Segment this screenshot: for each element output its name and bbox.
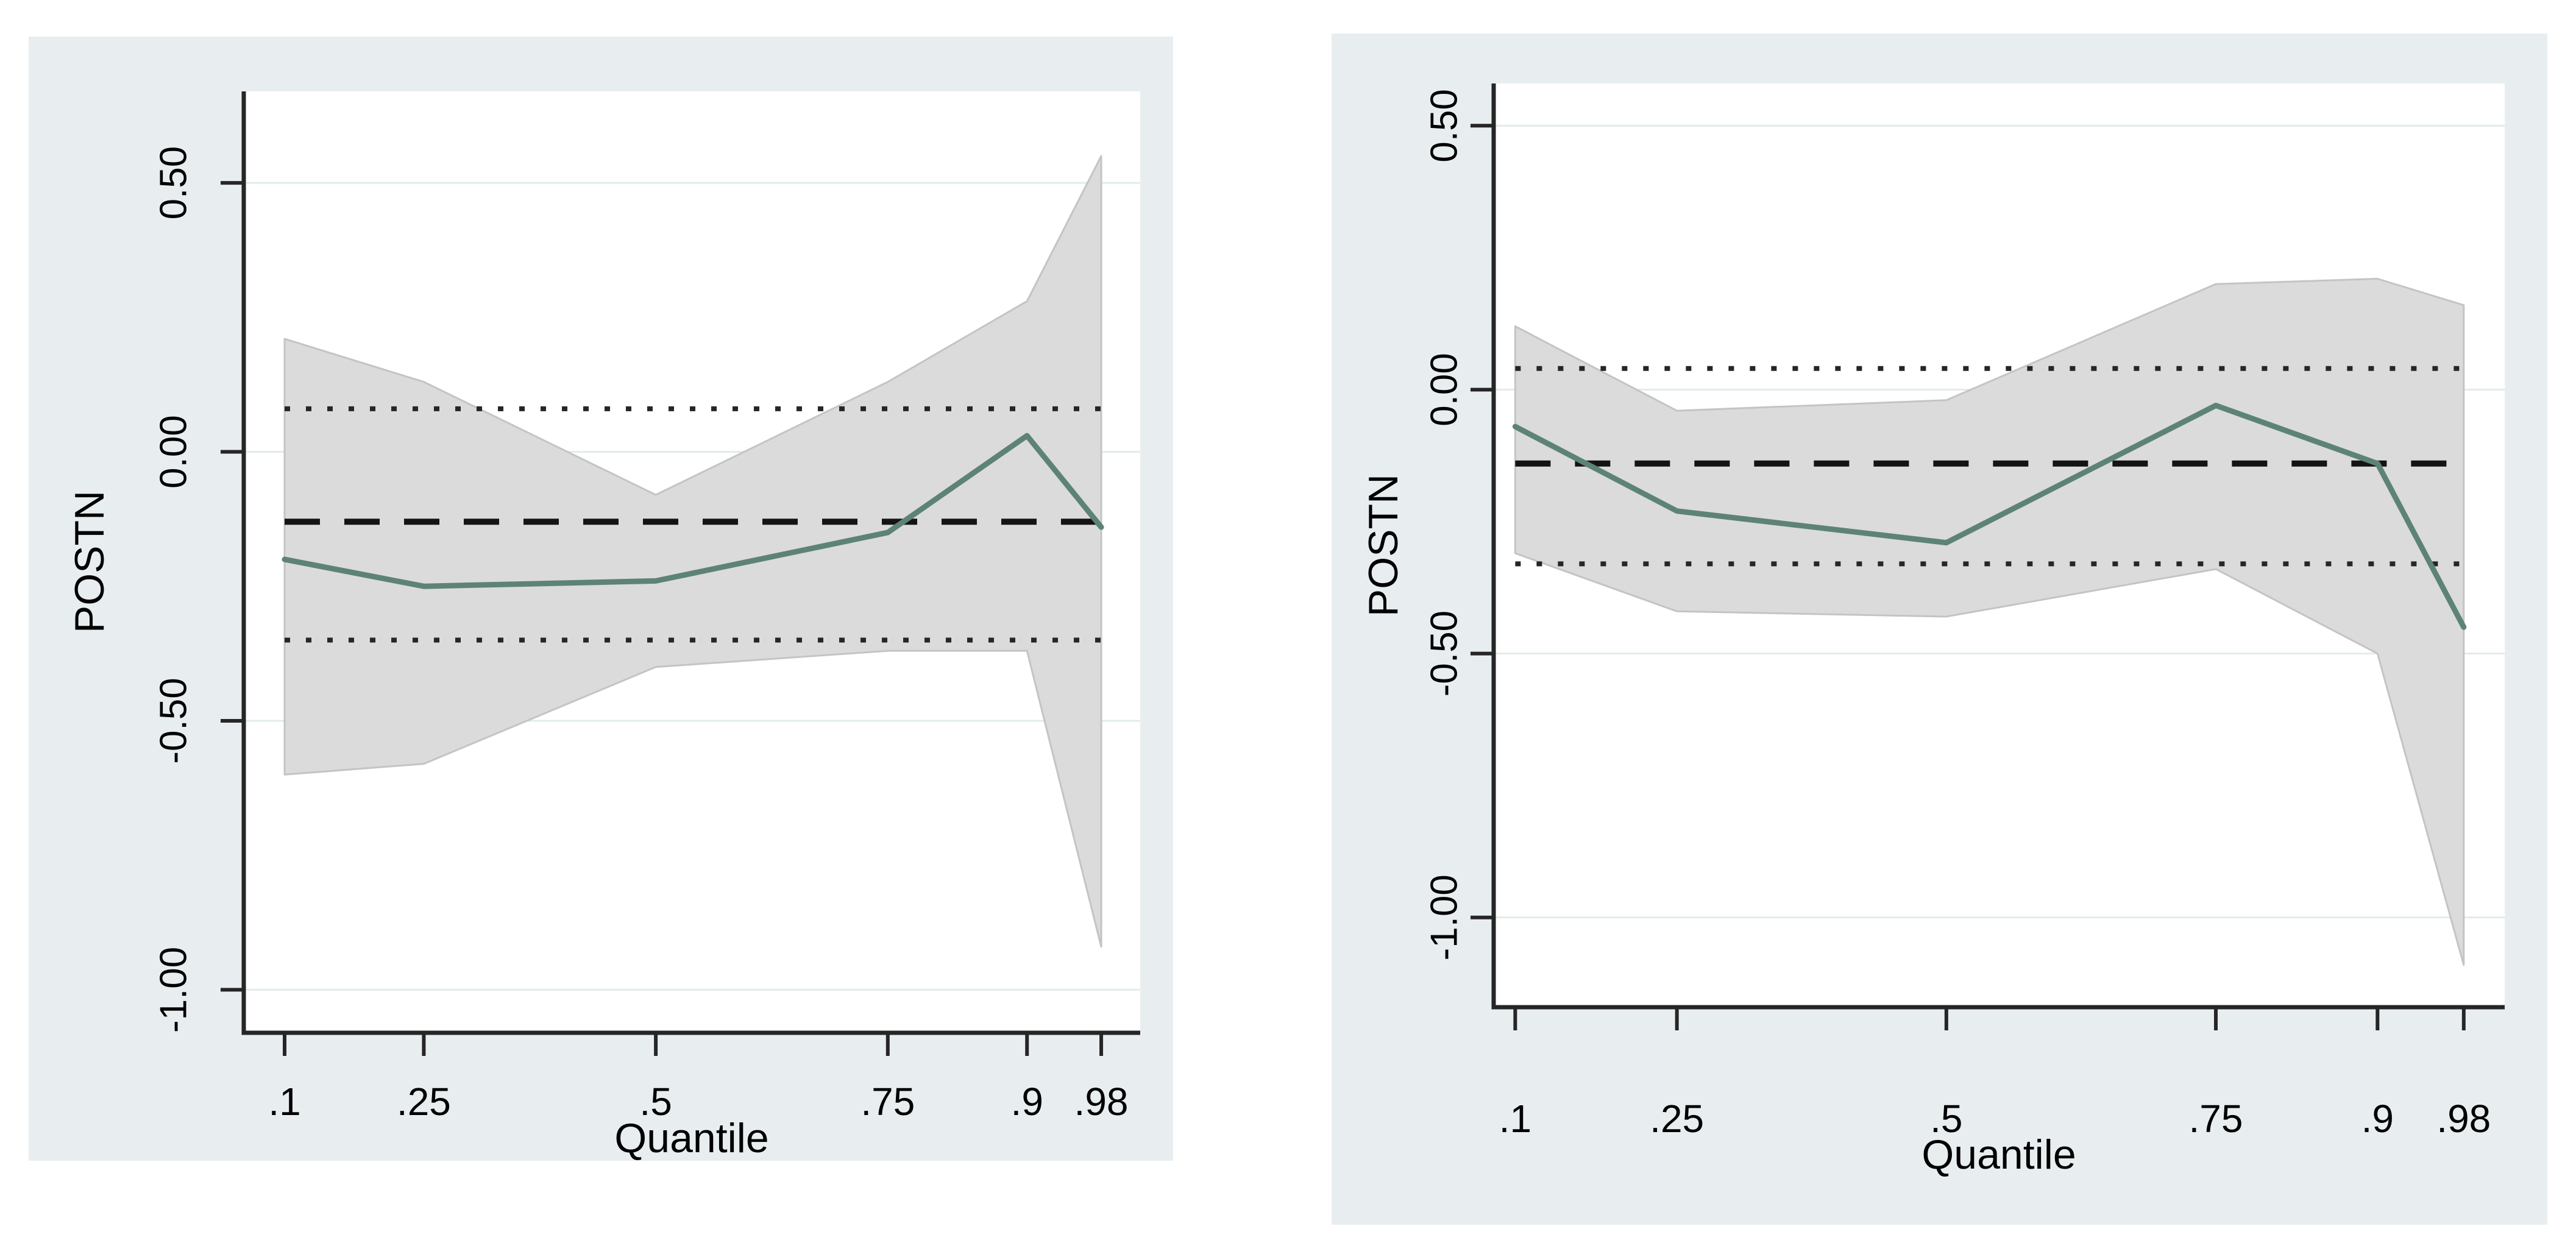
x-tick-label: .98 (1074, 1080, 1129, 1124)
right-y-axis-title: POSTN (1360, 473, 1407, 617)
left-x-axis-title: Quantile (614, 1115, 769, 1161)
left-chart-canvas: 0.50 0.00 -0.50 -1.00 .1 .25 .5 .75 .9 .98 (153, 91, 1140, 1124)
confidence-band (1514, 278, 2465, 966)
x-tick-label: .9 (1011, 1080, 1043, 1124)
quantile-plot-panel-left: 0.50 0.00 -0.50 -1.00.1.25.5.75.9.98 POSTN … (29, 37, 1173, 1161)
x-tick-label: .25 (1650, 1097, 1704, 1141)
y-tick-label: 0.50 (1424, 89, 1466, 163)
y-tick-label: 0.00 (1424, 353, 1466, 427)
x-tick-label: .1 (1499, 1097, 1531, 1141)
y-tick-label: -0.50 (1424, 611, 1466, 696)
x-tick-label: .5 (1930, 1097, 1962, 1141)
quantile-coefficient-line (1512, 402, 2467, 630)
x-tick-label: .5 (639, 1080, 672, 1124)
quantile-coefficient-line (282, 433, 1104, 589)
confidence-band (283, 155, 1102, 948)
right-x-axis-title: Quantile (1921, 1131, 2076, 1178)
quantile-plot-panel-right: 0.50 0.00 -0.50 -1.00.1.25.5.75.9.98 POSTN … (1332, 34, 2547, 1225)
axis-frame (241, 91, 1140, 1035)
y-tick-label: 0.50 (153, 146, 195, 220)
x-tick-label: .75 (2189, 1097, 2243, 1141)
y-tick-label: -1.00 (153, 947, 195, 1033)
right-chart-canvas: 0.50 0.00 -0.50 -1.00 .1 .25 .5 .75 .9 .98 (1424, 83, 2505, 1141)
left-y-axis-title: POSTN (66, 490, 113, 634)
y-tick-label: 0.00 (153, 415, 195, 489)
x-tick-label: .98 (2436, 1097, 2491, 1141)
x-tick-label: .25 (397, 1080, 451, 1124)
x-tick-label: .9 (2361, 1097, 2394, 1141)
x-tick-label: .75 (860, 1080, 915, 1124)
y-tick-label: -0.50 (153, 678, 195, 763)
y-tick-label: -1.00 (1424, 874, 1466, 960)
x-tick-label: .1 (268, 1080, 300, 1124)
